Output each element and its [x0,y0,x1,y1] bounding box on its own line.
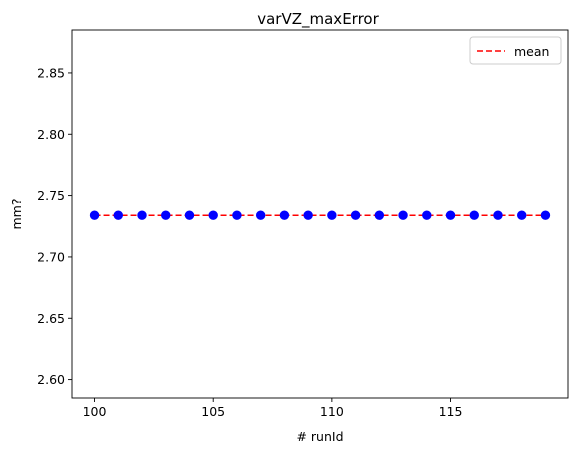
y-tick-label: 2.80 [37,127,65,142]
legend: mean [470,37,561,64]
data-point [398,211,407,220]
x-tick-label: 105 [201,404,225,419]
y-tick-label: 2.85 [37,65,65,80]
data-point [185,211,194,220]
data-point [232,211,241,220]
y-axis-label: mm? [9,199,24,230]
data-point [541,211,550,220]
chart-title: varVZ_maxError [257,10,379,29]
data-point [327,211,336,220]
data-point [493,211,502,220]
data-point [209,211,218,220]
data-point [446,211,455,220]
x-tick-label: 115 [439,404,463,419]
legend-mean-label: mean [514,44,549,59]
data-point [256,211,265,220]
y-tick-label: 2.60 [37,372,65,387]
data-point [161,211,170,220]
data-point [137,211,146,220]
x-tick-label: 100 [83,404,107,419]
x-tick-label: 110 [320,404,344,419]
data-point [90,211,99,220]
y-tick-label: 2.65 [37,311,65,326]
data-point [114,211,123,220]
data-point [303,211,312,220]
x-axis-label: # runId [296,429,343,444]
y-tick-label: 2.75 [37,188,65,203]
data-point [280,211,289,220]
y-tick-label: 2.70 [37,249,65,264]
data-point [375,211,384,220]
data-point [517,211,526,220]
data-point [422,211,431,220]
data-point [351,211,360,220]
data-point [470,211,479,220]
